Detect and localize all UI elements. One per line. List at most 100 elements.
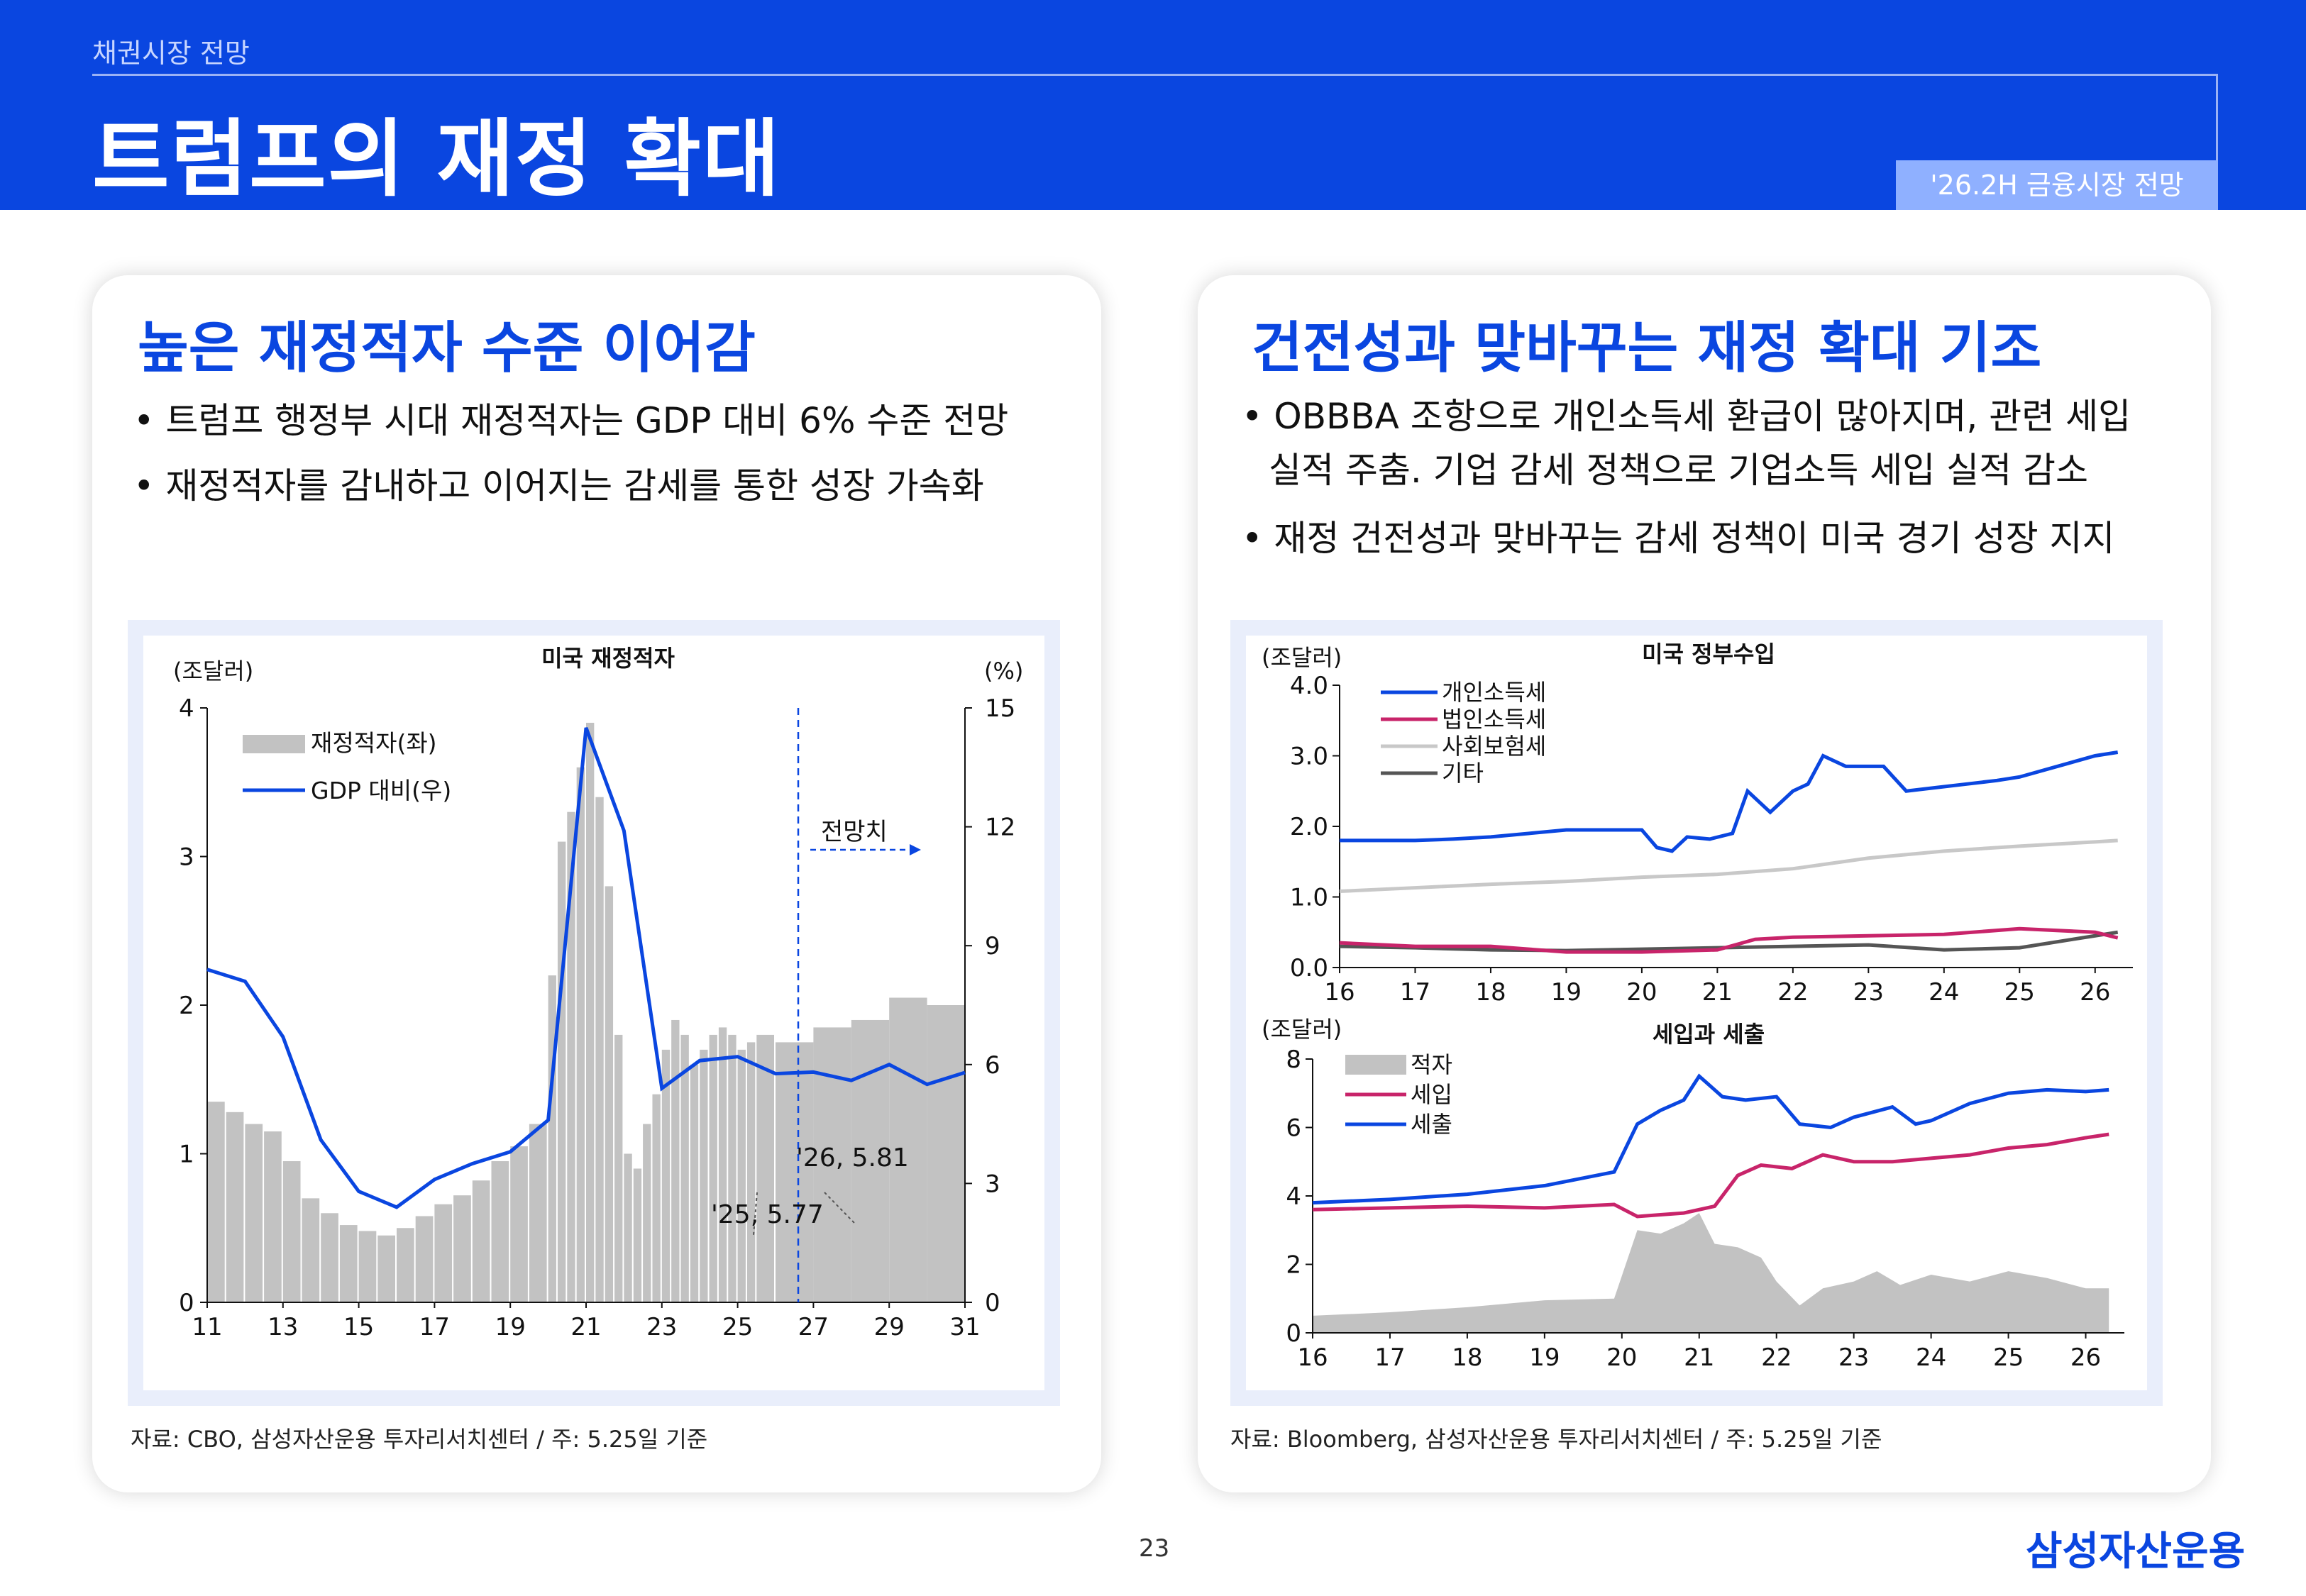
x-tick-label: 25 [2004,978,2035,1007]
deficit-bar [529,1124,547,1302]
left-tick-label: 0 [179,1289,194,1317]
deficit-bar [652,1094,661,1302]
deficit-bar [605,886,614,1302]
y-tick-label: 4.0 [1290,672,1328,700]
deficit-bar [624,1153,632,1302]
deficit-bar [614,1034,623,1302]
deficit-bar [576,767,585,1302]
y-tick-label: 8 [1286,1046,1301,1074]
legend-swatch-deficit [243,735,305,753]
y-tick-label: 3.0 [1290,743,1328,771]
series-line-2 [1339,838,2118,894]
deficit-bar [397,1228,414,1302]
deficit-bar [746,1042,756,1302]
left-tick-label: 3 [179,843,194,872]
gdp-ratio-line [206,727,966,1209]
chart1-title: 미국 재정적자 [541,645,675,672]
chart2-title: 미국 정부수입 [1642,641,1775,667]
deficit-bar [377,1235,395,1302]
deficit-bar [557,841,566,1302]
deficit-bar [586,722,595,1302]
report-badge: '26.2H 금융시장 전망 [1896,160,2218,210]
x-tick-label: 16 [1297,1343,1328,1372]
y-tick-label: 2 [1286,1251,1301,1280]
chart3-ylabel: (조달러) [1262,1016,1342,1043]
series-line-2 [1312,1073,2109,1205]
deficit-bar [491,1160,509,1302]
deficit-bar [709,1034,717,1302]
series-line-0 [1340,750,2119,853]
deficit-bar [302,1198,320,1302]
x-tick-label: 13 [267,1313,298,1341]
chart3-title: 세입과 세출 [1653,1021,1765,1048]
series-line-1 [1312,1132,2109,1219]
deficit-bar [339,1225,358,1302]
deficit-forecast-bar [889,997,927,1302]
deficit-bar [548,975,556,1302]
x-tick-label: 25 [1993,1343,2024,1372]
series-line-1 [1339,926,2119,954]
deficit-bar [245,1124,263,1302]
legend-label: 기타 [1442,760,1484,787]
deficit-bar [207,1102,225,1302]
legend-label: 개인소득세 [1442,679,1546,706]
deficit-bar [643,1124,651,1302]
deficit-bar [226,1112,244,1302]
deficit-bar [415,1216,434,1302]
page-number: 23 [1139,1534,1170,1563]
x-tick-label: 17 [1400,978,1430,1007]
x-tick-label: 29 [874,1313,905,1341]
revenue-chart: 미국 정부수입 (조달러) 0.01.02.03.04.016 17 18 19 20 2… [1262,641,2133,1372]
x-tick-label: 15 [343,1313,374,1341]
x-tick-label: 22 [1761,1343,1792,1372]
deficit-bar [728,1034,737,1302]
legend-label: 법인소득세 [1442,706,1546,733]
x-tick-label: 23 [1838,1343,1869,1372]
right-bullet-2: • 재정 건전성과 맞바꾸는 감세 정책이 미국 경기 성장 지지 [1242,518,2115,559]
deficit-bar [690,1064,699,1302]
deficit-bar [718,1027,727,1302]
left-tick-label: 4 [179,694,194,723]
x-tick-label: 24 [1929,978,1959,1007]
right-tick-label: 12 [985,814,1015,842]
left-tick-label: 2 [179,992,194,1020]
right-source-note: 자료: Bloomberg, 삼성자산운용 투자리서치센터 / 주: 5.25일… [1230,1426,1882,1453]
chart2-ylabel: (조달러) [1262,644,1342,671]
header-bar: 채권시장 전망 트럼프의 재정 확대 '26.2H 금융시장 전망 [0,0,2306,210]
legend-gdp: GDP 대비(우) [311,777,451,804]
left-tick-label: 1 [179,1141,194,1169]
deficit-bar [661,1049,671,1302]
company-logo: 삼성자산운용 [2026,1529,2246,1575]
forecast-arrowhead [910,844,921,855]
chart1-ylabel-right: (%) [984,658,1023,685]
right-tick-label: 15 [985,694,1015,723]
deficit-bar [680,1034,689,1302]
left-panel-title: 높은 재정적자 수준 이어감 [138,316,756,380]
x-tick-label: 19 [1529,1343,1560,1372]
legend-label: 적자 [1411,1051,1452,1078]
deficit-bar [567,811,575,1302]
deficit-bar [595,797,604,1302]
deficit-bar [737,1049,746,1302]
deficit-bar [472,1180,490,1302]
x-tick-label: 26 [2070,1343,2101,1372]
right-tick-label: 9 [985,932,1000,960]
right-panel-title: 건전성과 맞바꾸는 재정 확대 기조 [1252,316,2042,380]
page-title: 트럼프의 재정 확대 [92,110,781,208]
deficit-bar [434,1204,453,1302]
left-chart-frame: 미국 재정적자 (조달러) (%) 0 1 2 3 4 0 3 6 9 12 15 11 13 15 17 1… [128,620,1060,1406]
x-tick-label: 21 [1702,978,1733,1007]
annotation-leader-26 [824,1192,855,1224]
right-bullet-1-cont: 실적 주춤. 기업 감세 정책으로 기업소득 세입 실적 감소 [1269,450,2089,491]
legend-deficit: 재정적자(좌) [311,729,437,757]
x-tick-label: 23 [1853,978,1884,1007]
right-tick-label: 0 [985,1289,1000,1317]
x-tick-label: 11 [192,1313,222,1341]
left-source-note: 자료: CBO, 삼성자산운용 투자리서치센터 / 주: 5.25일 기준 [131,1426,708,1453]
deficit-bar [700,1049,708,1302]
header-rule [92,74,2218,76]
annotation-25: '25, 5.77 [711,1200,824,1229]
y-tick-label: 0.0 [1290,954,1328,982]
deficit-bar [633,1168,642,1302]
chart1-ylabel-left: (조달러) [173,658,253,685]
